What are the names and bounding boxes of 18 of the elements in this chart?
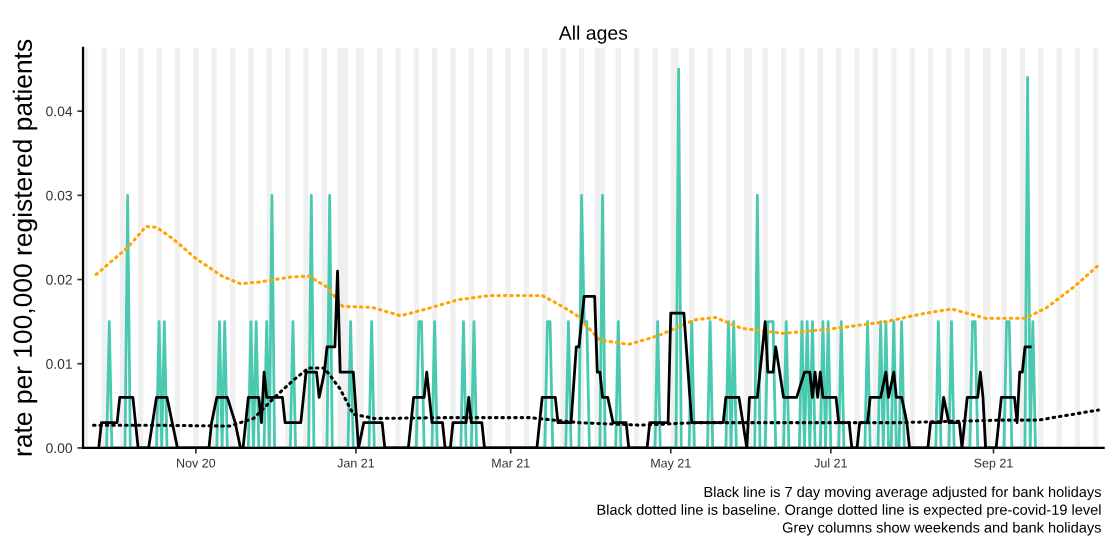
chart-title: All ages bbox=[558, 25, 628, 44]
x-tick-label: Nov 20 bbox=[177, 458, 216, 468]
line-series bbox=[94, 224, 1100, 346]
y-tick-label: 0.03 bbox=[46, 190, 72, 201]
y-tick-label: 0.01 bbox=[46, 359, 72, 369]
y-axis-title: rate per 100,000 registered patients bbox=[12, 39, 38, 456]
text: Black dotted line is baseline. Orange dotted line is expected pre-covid-19 level bbox=[597, 504, 1101, 518]
text: Black line is 7 day moving average adjusted for bank holidays bbox=[704, 486, 1101, 500]
y-tick-label: 0.02 bbox=[46, 274, 72, 285]
line-series bbox=[105, 67, 1037, 448]
x-tick-label: Sep 21 bbox=[974, 458, 1013, 470]
text: Grey columns show weekends and bank holidays bbox=[782, 521, 1101, 536]
y-tick-label: 0.00 bbox=[46, 443, 73, 454]
x-tick-label: Mar 21 bbox=[492, 458, 530, 468]
x-tick-label: Jan 21 bbox=[337, 458, 375, 468]
x-tick-label: Jul 21 bbox=[814, 458, 847, 468]
x-tick-label: May 21 bbox=[651, 458, 691, 470]
y-tick-label: 0.04 bbox=[46, 106, 73, 117]
